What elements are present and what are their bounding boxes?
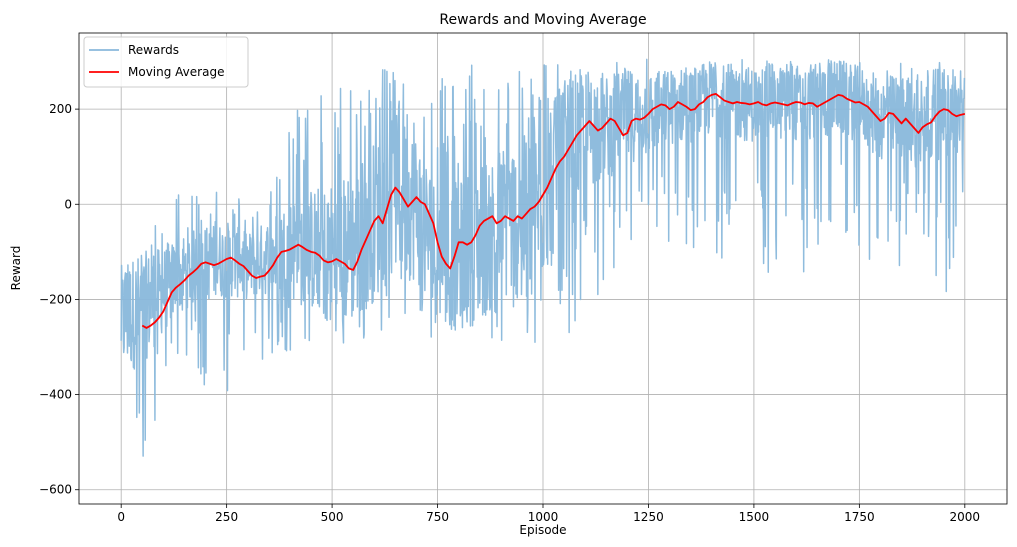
- y-axis-label: Reward: [9, 246, 23, 291]
- x-tick-label: 2000: [950, 510, 981, 524]
- x-tick-label: 0: [117, 510, 125, 524]
- y-tick-label: 200: [49, 102, 72, 116]
- moving-average-line: [141, 93, 966, 329]
- x-tick-label: 1500: [739, 510, 770, 524]
- y-tick-label: −200: [39, 292, 72, 306]
- legend: Rewards Moving Average: [83, 36, 249, 88]
- legend-label-rewards: Rewards: [128, 43, 179, 57]
- x-tick-label: 1250: [633, 510, 664, 524]
- x-tick-label: 1750: [844, 510, 875, 524]
- y-tick-label: 0: [64, 197, 72, 211]
- x-tick-label: 250: [215, 510, 238, 524]
- legend-box: [83, 36, 249, 88]
- series-moving-average: [141, 93, 966, 329]
- x-tick-label: 750: [426, 510, 449, 524]
- y-tick-label: −600: [39, 483, 72, 497]
- y-axis-ticks: −600 −400 −200 0 200: [39, 102, 79, 497]
- x-tick-label: 500: [321, 510, 344, 524]
- x-axis-ticks: 0 250 500 750 1000 1250 1500 1750 2000: [117, 504, 980, 524]
- chart-title: Rewards and Moving Average: [439, 12, 646, 28]
- x-tick-label: 1000: [528, 510, 559, 524]
- x-axis-label: Episode: [519, 523, 566, 537]
- legend-label-moving-average: Moving Average: [128, 65, 224, 79]
- series-rewards: [120, 58, 966, 457]
- rewards-line: [120, 58, 966, 457]
- y-tick-label: −400: [39, 388, 72, 402]
